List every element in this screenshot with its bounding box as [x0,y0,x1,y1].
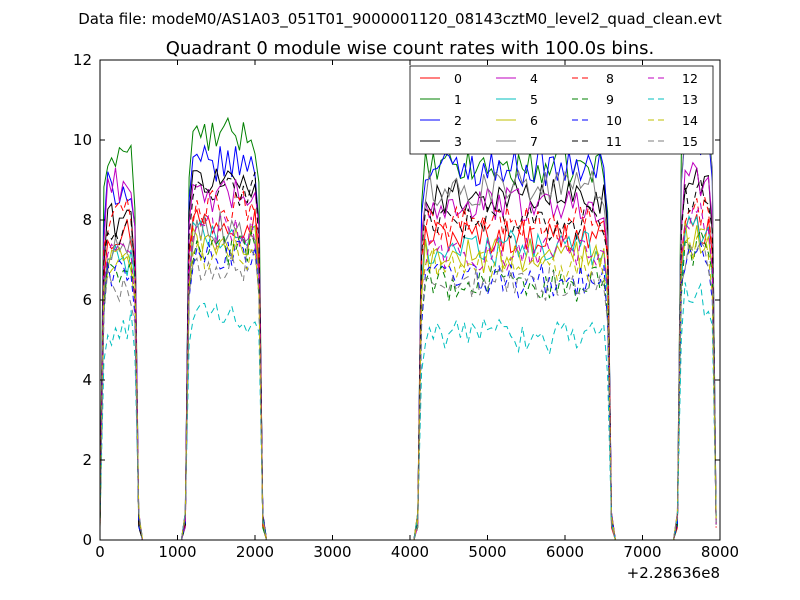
series-line-12 [100,202,717,540]
legend-label-11: 11 [606,134,622,149]
legend-label-5: 5 [530,92,538,107]
series-line-7 [100,114,717,540]
y-tick-label: 2 [82,451,92,469]
legend-label-12: 12 [682,71,698,86]
x-tick-label: 4000 [391,543,429,561]
legend-label-8: 8 [606,71,614,86]
x-tick-label: 6000 [546,543,584,561]
legend-label-4: 4 [530,71,538,86]
x-tick-label: 5000 [468,543,506,561]
x-tick-label: 0 [95,543,105,561]
axis-ticks: 0 1000 2000 3000 4000 5000 6000 7000 80000246810… [73,51,739,561]
series-line-8 [100,189,717,540]
y-tick-label: 6 [82,291,92,309]
chart-title: Quadrant 0 module wise count rates with … [166,38,655,59]
x-tick-label: 3000 [313,543,351,561]
legend-label-0: 0 [454,71,462,86]
series-line-14 [100,228,717,540]
series-line-15 [100,240,717,540]
series-line-3 [100,167,717,540]
legend-label-13: 13 [682,92,698,107]
legend-label-14: 14 [682,113,698,128]
legend-label-15: 15 [682,134,698,149]
legend-label-6: 6 [530,113,538,128]
plot-frame [99,59,721,541]
legend-label-10: 10 [606,113,622,128]
x-offset-label: +2.28636e8 [627,564,720,582]
legend-label-1: 1 [454,92,462,107]
x-tick-label: 7000 [623,543,661,561]
series-line-11 [100,171,717,540]
figure-suptitle: Data file: modeM0/AS1A03_051T01_90000011… [78,10,722,29]
series-line-0 [100,208,717,540]
series-line-13 [100,282,717,540]
legend-label-9: 9 [606,92,614,107]
legend-label-7: 7 [530,134,538,149]
series-line-2 [100,126,717,540]
series-line-10 [100,240,717,540]
y-tick-label: 0 [82,531,92,549]
legend-frame [409,65,714,155]
x-tick-label: 1000 [158,543,196,561]
legend-label-2: 2 [454,113,462,128]
series-line-9 [100,229,717,540]
y-tick-label: 8 [82,211,92,229]
x-tick-label: 2000 [236,543,274,561]
y-tick-label: 10 [73,131,92,149]
legend-label-3: 3 [454,134,462,149]
x-tick-label: 8000 [701,543,739,561]
series-layer [100,99,717,540]
y-tick-label: 12 [73,51,92,69]
y-tick-label: 4 [82,371,92,389]
